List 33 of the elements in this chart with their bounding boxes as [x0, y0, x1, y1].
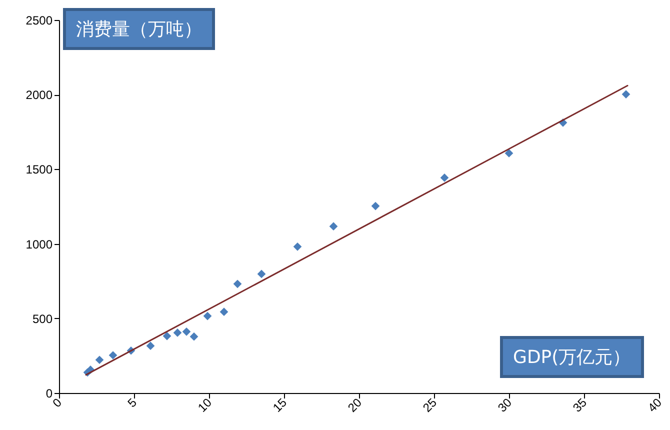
x-axis-title: GDP(万亿元） [500, 336, 644, 378]
point [233, 280, 242, 288]
point [220, 308, 228, 316]
y-tick-label: 0 [46, 386, 53, 400]
x-tick-label: 25 [420, 395, 440, 415]
point [95, 356, 104, 364]
point [203, 312, 212, 320]
y-tick-label: 2500 [26, 14, 53, 28]
x-tick-label: 15 [270, 395, 290, 415]
x-tick-label: 10 [195, 395, 215, 415]
point [162, 332, 172, 340]
x-tick-label: 35 [570, 395, 590, 415]
point [440, 174, 449, 182]
y-tick-label: 500 [32, 312, 53, 326]
point [504, 149, 514, 158]
point [182, 327, 191, 336]
y-axis-title: 消费量（万吨） [63, 8, 215, 50]
point [173, 328, 182, 337]
point [257, 270, 266, 278]
y-tick-label: 1000 [26, 237, 53, 252]
x-tick-label: 20 [345, 395, 365, 415]
y-tick-label: 1500 [26, 162, 53, 177]
point [108, 351, 118, 360]
point [293, 242, 302, 251]
x-tick-label: 5 [124, 395, 140, 410]
x-tick-label: 30 [495, 395, 515, 415]
point [329, 222, 338, 231]
point [622, 90, 630, 98]
y-tick-label: 2000 [26, 88, 53, 102]
point [371, 202, 380, 210]
x-tick-label: 40 [645, 395, 665, 415]
point [146, 342, 155, 350]
point [190, 332, 198, 341]
